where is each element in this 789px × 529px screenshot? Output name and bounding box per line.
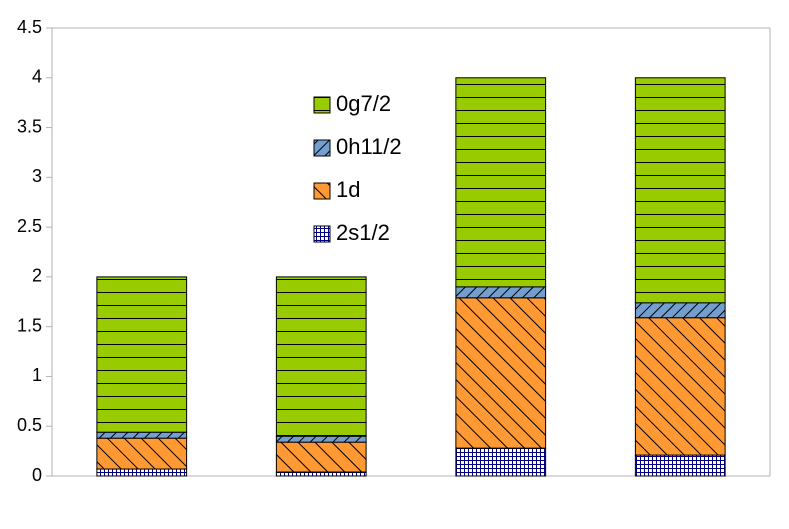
legend-swatch bbox=[313, 96, 331, 114]
legend-swatch bbox=[313, 225, 331, 243]
legend-label: 1d bbox=[336, 177, 360, 202]
bar-segment bbox=[275, 441, 367, 473]
y-tick-label: 1 bbox=[32, 365, 42, 385]
y-tick-label: 3.5 bbox=[17, 116, 42, 136]
legend-label: 0h11/2 bbox=[336, 134, 402, 159]
legend-swatch bbox=[313, 139, 331, 157]
bar-segment bbox=[634, 317, 726, 456]
bar-segment bbox=[96, 468, 188, 477]
y-tick-label: 4.5 bbox=[17, 17, 42, 37]
y-tick-label: 4 bbox=[32, 67, 42, 87]
bar-segment bbox=[455, 297, 547, 449]
legend-swatch bbox=[313, 182, 331, 200]
bar-segment bbox=[275, 276, 367, 437]
bar-segment bbox=[96, 276, 188, 433]
bar-segment bbox=[455, 447, 547, 477]
bar-segment bbox=[455, 77, 547, 288]
y-tick-label: 3 bbox=[32, 166, 42, 186]
bar-segment bbox=[96, 431, 188, 439]
legend-label: 2s1/2 bbox=[336, 220, 390, 245]
bar-segment bbox=[275, 435, 367, 443]
bar-segment bbox=[634, 302, 726, 319]
y-tick-label: 0.5 bbox=[17, 415, 42, 435]
bar-segment bbox=[455, 286, 547, 299]
y-tick-label: 1.5 bbox=[17, 315, 42, 335]
bar-segment bbox=[96, 437, 188, 470]
bar-segment bbox=[275, 471, 367, 477]
bar-segment bbox=[634, 454, 726, 477]
y-tick-label: 2.5 bbox=[17, 216, 42, 236]
y-tick-label: 2 bbox=[32, 266, 42, 286]
y-tick-label: 0 bbox=[32, 465, 42, 485]
legend-label: 0g7/2 bbox=[336, 91, 391, 116]
bar-segment bbox=[634, 77, 726, 304]
